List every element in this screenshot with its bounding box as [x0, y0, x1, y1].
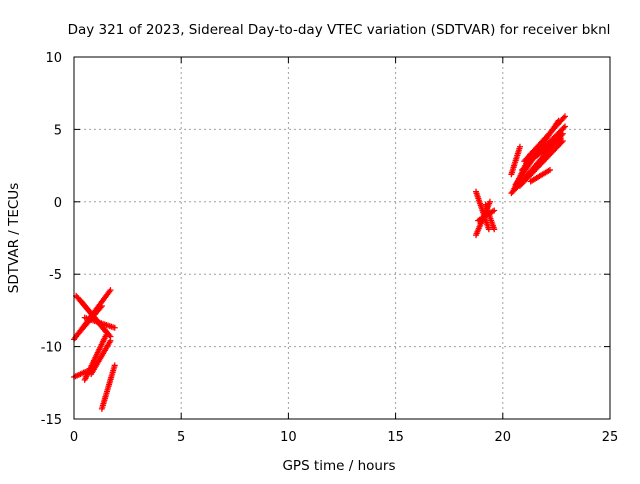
y-axis-title: SDTVAR / TECUs	[6, 183, 22, 293]
data-point-plus-marker	[491, 226, 498, 233]
data-point-plus-marker	[98, 303, 105, 310]
data-point-plus-marker	[111, 324, 118, 331]
data-point-plus-marker	[560, 124, 567, 131]
x-tick-label: 10	[280, 430, 297, 445]
y-tick-label: 0	[54, 196, 62, 211]
y-tick-labels: -15 -10 -5 0 5 10	[41, 51, 62, 428]
x-tick-label: 15	[387, 430, 404, 445]
chart-title: Day 321 of 2023, Sidereal Day-to-day VTE…	[68, 22, 611, 38]
data-point-plus-marker	[486, 198, 493, 205]
data-point-plus-marker	[560, 114, 567, 121]
x-tick-label: 0	[70, 430, 78, 445]
data-point-plus-marker	[107, 287, 114, 294]
y-tick-label: -15	[41, 413, 62, 428]
data-point-plus-marker	[557, 135, 564, 142]
data-point-plus-marker	[546, 166, 553, 173]
y-tick-label: 10	[45, 51, 62, 66]
x-tick-label: 20	[495, 430, 512, 445]
x-axis-title: GPS time / hours	[282, 458, 395, 474]
data-point-plus-marker	[485, 226, 492, 233]
x-tick-label: 5	[177, 430, 185, 445]
x-tick-labels: 0 5 10 15 20 25	[70, 430, 618, 445]
y-tick-label: -5	[49, 268, 62, 283]
y-tick-label: -10	[41, 341, 62, 356]
grid-layer	[74, 57, 610, 419]
data-point-plus-marker	[561, 113, 568, 120]
data-point-plus-marker	[107, 337, 114, 344]
y-tick-label: 5	[54, 123, 62, 138]
data-point-plus-marker	[491, 207, 498, 214]
x-tick-label: 25	[602, 430, 619, 445]
data-point-plus-marker	[103, 332, 110, 339]
data-point-plus-marker	[111, 362, 118, 369]
axis-ticks	[73, 56, 611, 420]
data-point-plus-marker	[558, 139, 565, 146]
plot-frame	[73, 56, 611, 420]
data-points	[71, 113, 568, 412]
data-point-plus-marker	[516, 143, 523, 150]
data-point-plus-marker	[561, 123, 568, 130]
